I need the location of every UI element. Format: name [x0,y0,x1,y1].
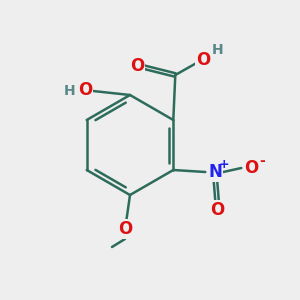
Text: O: O [118,220,132,238]
Text: O: O [196,51,210,69]
Text: N: N [208,163,222,181]
Text: +: + [219,158,230,170]
Text: H: H [212,43,223,57]
Text: O: O [244,159,258,177]
Text: O: O [210,201,224,219]
Text: H: H [64,84,76,98]
Text: O: O [78,81,92,99]
Text: -: - [260,154,265,168]
Text: O: O [130,57,144,75]
